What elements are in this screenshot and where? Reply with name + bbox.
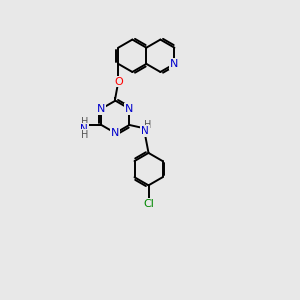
Text: N: N [125,104,134,114]
Text: N: N [97,104,106,114]
Text: O: O [114,76,123,86]
Text: H: H [81,130,88,140]
Text: N: N [111,128,120,138]
Text: Cl: Cl [143,199,154,208]
Text: H: H [144,120,152,130]
Text: H: H [81,117,88,127]
Text: N: N [141,126,149,136]
Text: N: N [170,59,178,69]
Text: N: N [80,124,88,134]
